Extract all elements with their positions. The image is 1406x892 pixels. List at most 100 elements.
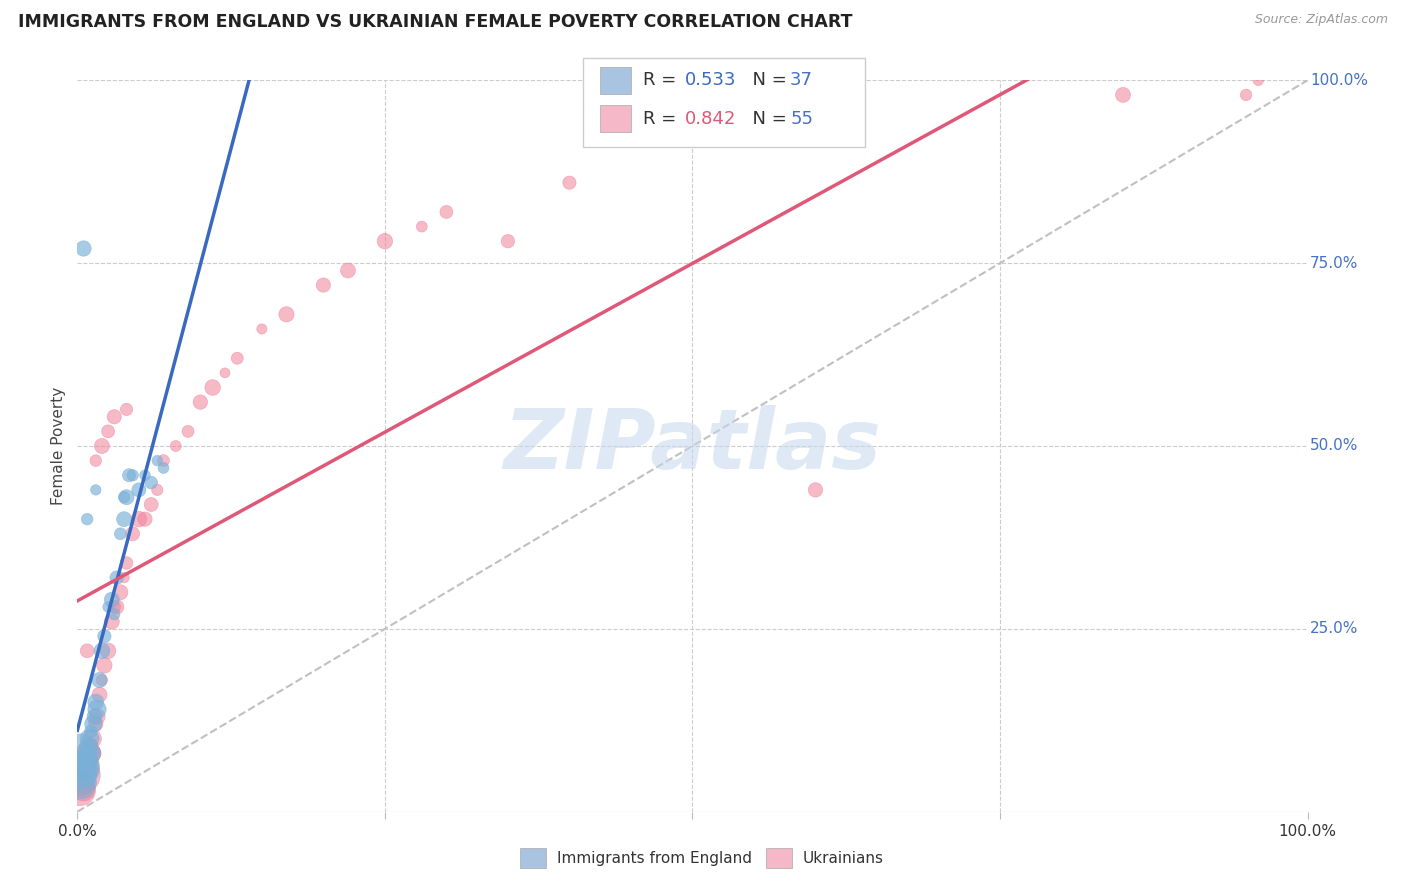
Point <box>76 761 98 775</box>
Point <box>75 754 97 768</box>
Point <box>84 695 107 709</box>
Point <box>90 644 114 658</box>
Point <box>77 746 100 760</box>
Point <box>76 512 98 526</box>
Point <box>90 673 114 687</box>
Text: 25.0%: 25.0% <box>1310 622 1358 636</box>
Point <box>115 402 138 417</box>
Point <box>146 483 169 497</box>
Point <box>103 607 125 622</box>
Point <box>276 307 298 321</box>
Text: R =: R = <box>643 110 682 128</box>
Point <box>411 219 433 234</box>
Point <box>73 761 96 775</box>
Text: 100.0%: 100.0% <box>1310 73 1368 87</box>
Point <box>82 746 104 760</box>
Point <box>93 658 115 673</box>
Point <box>804 483 827 497</box>
Point <box>86 709 108 723</box>
Point <box>79 731 101 746</box>
Point <box>436 205 458 219</box>
Point <box>115 490 138 504</box>
Text: N =: N = <box>741 71 793 89</box>
Point <box>177 425 200 439</box>
Point <box>101 615 124 629</box>
Point <box>82 746 104 760</box>
Point <box>69 775 91 789</box>
Point <box>118 468 141 483</box>
Point <box>250 322 273 336</box>
Point <box>82 717 104 731</box>
Point <box>121 526 143 541</box>
Point <box>141 498 163 512</box>
Point <box>558 176 581 190</box>
Text: 55: 55 <box>790 110 813 128</box>
Point <box>84 717 107 731</box>
Point <box>82 731 104 746</box>
Point <box>89 688 111 702</box>
Point <box>101 592 124 607</box>
Point <box>97 599 120 614</box>
Point <box>89 673 111 687</box>
Point <box>201 380 224 394</box>
Point <box>1234 87 1257 102</box>
Point <box>312 278 335 293</box>
Point <box>152 453 174 467</box>
Point <box>134 468 156 483</box>
Point <box>128 512 150 526</box>
Text: Ukrainians: Ukrainians <box>803 851 884 865</box>
Point <box>226 351 249 366</box>
Point <box>90 439 114 453</box>
Point <box>80 739 103 753</box>
Point <box>115 556 138 570</box>
Point <box>146 453 169 467</box>
Point <box>337 263 360 277</box>
Point <box>83 709 105 723</box>
Point <box>128 483 150 497</box>
Text: 75.0%: 75.0% <box>1310 256 1358 270</box>
Point <box>1247 73 1270 87</box>
Point <box>496 234 519 248</box>
Text: 0.842: 0.842 <box>685 110 737 128</box>
Point <box>72 782 94 797</box>
Point <box>79 754 101 768</box>
Point <box>77 739 100 753</box>
Point <box>121 468 143 483</box>
Text: Immigrants from England: Immigrants from England <box>557 851 752 865</box>
Text: R =: R = <box>643 71 682 89</box>
Point <box>76 644 98 658</box>
Point <box>112 571 135 585</box>
Point <box>84 453 107 467</box>
Point <box>188 395 212 409</box>
Text: 0.533: 0.533 <box>685 71 737 89</box>
Point <box>69 782 91 797</box>
Point <box>80 724 103 739</box>
Point <box>97 644 120 658</box>
Point <box>70 739 93 753</box>
Point <box>105 599 128 614</box>
Point <box>103 409 125 424</box>
Point <box>70 768 93 782</box>
Point <box>1112 87 1135 102</box>
Point <box>84 483 107 497</box>
Point <box>112 490 135 504</box>
Text: IMMIGRANTS FROM ENGLAND VS UKRAINIAN FEMALE POVERTY CORRELATION CHART: IMMIGRANTS FROM ENGLAND VS UKRAINIAN FEM… <box>18 13 853 31</box>
Point <box>152 461 174 475</box>
Point <box>72 754 94 768</box>
Point <box>75 754 97 768</box>
Y-axis label: Female Poverty: Female Poverty <box>51 387 66 505</box>
Text: Source: ZipAtlas.com: Source: ZipAtlas.com <box>1254 13 1388 27</box>
Point <box>72 242 94 256</box>
Point <box>76 746 98 760</box>
Point <box>93 629 115 643</box>
Point <box>103 599 125 614</box>
Text: 50.0%: 50.0% <box>1310 439 1358 453</box>
Point <box>110 526 132 541</box>
Text: N =: N = <box>741 110 793 128</box>
Text: ZIPatlas: ZIPatlas <box>503 406 882 486</box>
Point <box>165 439 187 453</box>
Point <box>86 702 108 716</box>
Point <box>70 775 93 789</box>
Point <box>97 425 120 439</box>
Point <box>214 366 236 380</box>
